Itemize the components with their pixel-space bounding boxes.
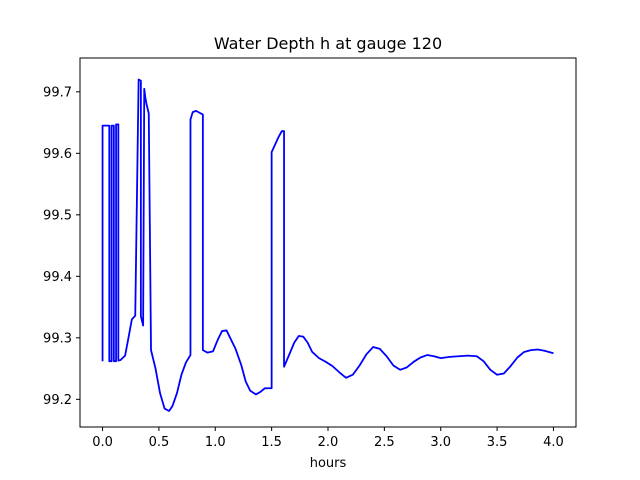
depth-series-line: [101, 78, 554, 412]
x-axis: 0.0 0.5 1.0 1.5 2.0 2.5 3.0 3.5 4.0: [92, 427, 564, 450]
y-tick-label: 99.7: [43, 85, 72, 100]
x-tick-label: 3.5: [487, 435, 508, 450]
x-tick-label: 2.0: [318, 435, 339, 450]
x-tick-label: 0.5: [149, 435, 170, 450]
y-tick-label: 99.5: [43, 208, 72, 223]
y-axis: 99.2 99.3 99.4 99.5 99.6 99.7: [43, 85, 80, 408]
y-tick-label: 99.3: [43, 331, 72, 346]
x-tick-label: 4.0: [543, 435, 564, 450]
chart-title: Water Depth h at gauge 120: [214, 34, 442, 53]
x-tick-label: 0.0: [92, 435, 113, 450]
y-tick-label: 99.2: [43, 393, 72, 408]
x-tick-label: 3.0: [430, 435, 451, 450]
x-tick-label: 2.5: [374, 435, 395, 450]
y-tick-label: 99.4: [43, 270, 72, 285]
x-tick-label: 1.5: [261, 435, 282, 450]
x-tick-label: 1.0: [205, 435, 226, 450]
x-axis-label: hours: [310, 456, 347, 471]
y-tick-label: 99.6: [43, 147, 72, 162]
